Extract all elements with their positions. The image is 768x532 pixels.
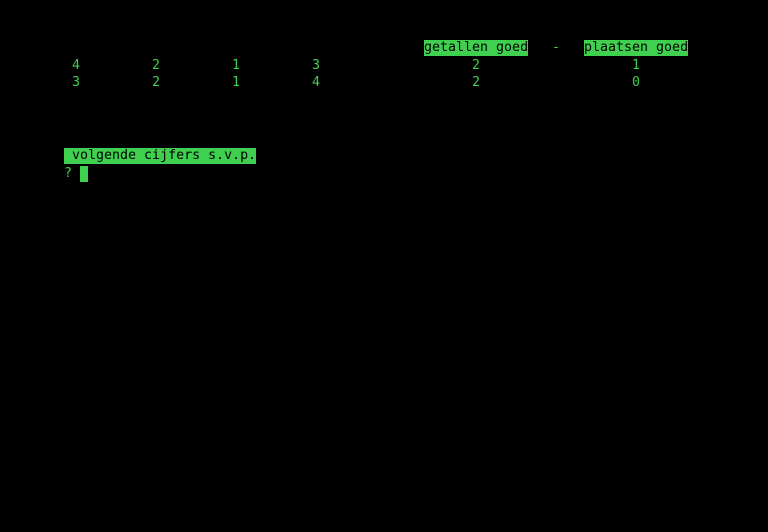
guess-digit: 3	[312, 58, 321, 73]
header-numbers-correct: getallen goed	[424, 40, 529, 56]
guess-digit: 4	[312, 75, 321, 90]
guess-digit: 2	[152, 75, 161, 90]
guess-digit: 1	[232, 75, 241, 90]
header-places-correct: plaatsen goed	[584, 40, 689, 56]
header-separator: -	[552, 40, 561, 55]
numbers-correct-value: 2	[472, 75, 481, 90]
places-correct-value: 0	[632, 75, 641, 90]
places-correct-value: 1	[632, 58, 641, 73]
input-prompt: ?	[64, 166, 73, 181]
text-cursor	[80, 166, 88, 182]
guess-digit: 1	[232, 58, 241, 73]
numbers-correct-value: 2	[472, 58, 481, 73]
guess-digit: 4	[72, 58, 81, 73]
guess-digit: 3	[72, 75, 81, 90]
guess-digit: 2	[152, 58, 161, 73]
prompt-message: volgende cijfers s.v.p.	[64, 148, 257, 164]
